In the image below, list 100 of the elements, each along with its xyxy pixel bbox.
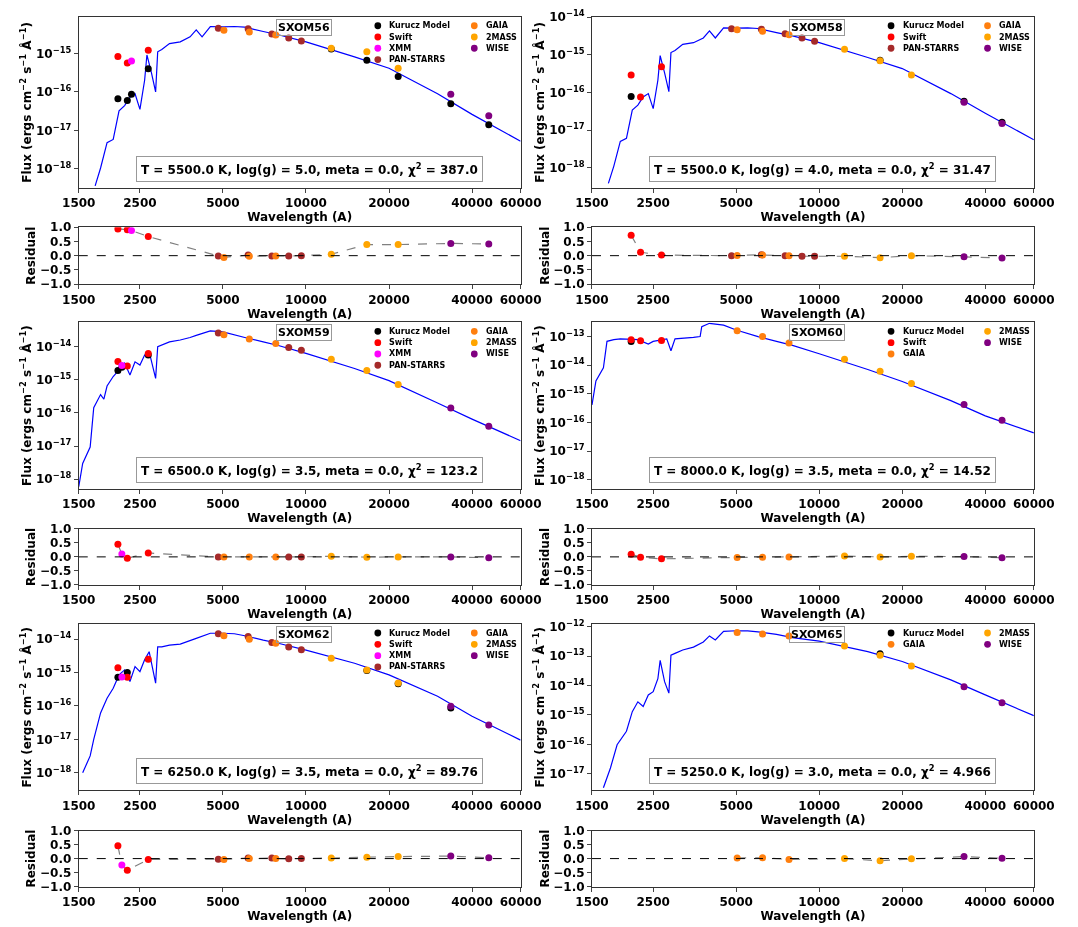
y-tick-label: −1.0 (40, 277, 72, 292)
y-tick-label: 10$^{−16}$ (35, 697, 72, 714)
x-tick-label: 2500 (123, 292, 157, 307)
x-tick-label: 10000 (285, 292, 327, 307)
x-axis-title: Wavelength (A) (760, 306, 866, 321)
legend-label: Kurucz Model (389, 327, 451, 336)
y-tick-label: 10$^{−14}$ (35, 630, 72, 647)
x-tick-label: 60000 (499, 593, 542, 608)
x-axis-title: Wavelength (A) (247, 210, 353, 225)
x-tick-label: 1500 (575, 196, 609, 211)
y-axis-title: Residual (24, 829, 39, 888)
x-tick-label: 1500 (575, 593, 609, 608)
legend-label: PAN-STARRS (389, 662, 446, 671)
x-tick-label: 60000 (1012, 196, 1055, 211)
x-tick-label: 5000 (206, 798, 240, 813)
annotation: SXOM65 (791, 628, 843, 641)
x-tick-label: 1500 (575, 292, 609, 307)
legend-label: WISE (999, 44, 1023, 53)
x-tick-label: 60000 (1012, 798, 1055, 813)
legend-label: Swift (903, 33, 927, 42)
legend-label: GAIA (486, 327, 509, 336)
annotation: T = 6250.0 K, log(g) = 3.5, meta = 0.0, χ$^{2}$ = 89.76 (141, 763, 478, 780)
y-tick-label: 0.5 (563, 837, 585, 852)
y-tick-label: 1.0 (50, 522, 72, 537)
legend-label: WISE (999, 338, 1023, 347)
x-tick-label: 2500 (636, 894, 670, 909)
x-tick-label: 40000 (451, 292, 493, 307)
y-tick-label: 10$^{−18}$ (549, 470, 585, 487)
y-tick-label: 10$^{−16}$ (35, 83, 72, 100)
x-tick-label: 5000 (206, 196, 240, 211)
y-tick-label: 10$^{−17}$ (549, 442, 585, 459)
x-tick-label: 5000 (206, 894, 240, 909)
y-tick-label: 10$^{−14}$ (549, 356, 585, 373)
y-axis-title: Residual (537, 226, 552, 285)
x-tick-label: 10000 (798, 798, 841, 813)
legend-label: GAIA (903, 349, 926, 358)
x-tick-label: 20000 (881, 292, 924, 307)
x-tick-label: 2500 (123, 894, 157, 909)
x-axis-title: Wavelength (A) (760, 607, 866, 622)
legend-label: Swift (389, 338, 413, 347)
legend-label: Kurucz Model (903, 21, 965, 30)
y-tick-label: 10$^{−15}$ (549, 45, 585, 62)
x-tick-label: 1500 (62, 593, 96, 608)
x-tick-label: 20000 (881, 496, 924, 511)
legend-label: GAIA (999, 21, 1022, 30)
legend-label: WISE (486, 44, 510, 53)
y-tick-label: 1.0 (563, 220, 585, 235)
x-tick-label: 40000 (451, 798, 493, 813)
y-tick-label: 10$^{−16}$ (549, 413, 585, 430)
x-tick-label: 10000 (285, 894, 327, 909)
x-tick-label: 60000 (1012, 593, 1055, 608)
annotation: SXOM62 (278, 628, 330, 641)
x-tick-label: 40000 (964, 593, 1007, 608)
y-tick-label: 0.5 (50, 234, 72, 249)
y-tick-label: 10$^{−18}$ (35, 470, 72, 487)
x-tick-label: 20000 (368, 593, 410, 608)
y-tick-label: 10$^{−14}$ (549, 8, 585, 25)
x-tick-label: 10000 (285, 593, 327, 608)
x-tick-label: 5000 (719, 894, 753, 909)
x-tick-label: 20000 (368, 292, 410, 307)
y-tick-label: 10$^{−18}$ (35, 159, 72, 177)
y-tick-label: 0.0 (563, 550, 585, 565)
x-tick-label: 60000 (499, 196, 542, 211)
y-tick-label: −1.0 (40, 879, 72, 894)
x-tick-label: 1500 (62, 798, 96, 813)
y-axis-title: Residual (537, 829, 552, 888)
annotation: T = 8000.0 K, log(g) = 3.5, meta = 0.0, χ$^{2}$ = 14.52 (654, 462, 991, 479)
x-tick-label: 5000 (206, 292, 240, 307)
y-tick-label: 10$^{−17}$ (549, 121, 585, 138)
y-axis-title: Residual (537, 527, 552, 586)
y-tick-label: 10$^{−15}$ (549, 384, 585, 402)
y-tick-label: 1.0 (50, 823, 72, 838)
y-tick-label: 10$^{−13}$ (549, 327, 585, 344)
y-tick-label: 0.0 (50, 248, 72, 263)
x-tick-label: 20000 (368, 196, 410, 211)
x-tick-label: 60000 (499, 292, 542, 307)
x-tick-label: 5000 (719, 292, 753, 307)
x-axis-title: Wavelength (A) (247, 812, 353, 827)
y-tick-label: −1.0 (553, 578, 585, 593)
x-tick-label: 1500 (575, 894, 609, 909)
x-tick-label: 5000 (206, 496, 240, 511)
y-tick-label: −0.5 (553, 564, 585, 579)
y-tick-label: 1.0 (563, 823, 585, 838)
x-tick-label: 10000 (798, 196, 841, 211)
x-axis-title: Wavelength (A) (760, 510, 866, 525)
y-tick-label: 0.5 (563, 536, 585, 551)
x-tick-label: 2500 (636, 292, 670, 307)
x-axis-title: Wavelength (A) (247, 607, 353, 622)
y-tick-label: 10$^{−15}$ (35, 371, 72, 388)
y-tick-label: 10$^{−15}$ (549, 706, 585, 723)
x-tick-label: 5000 (719, 798, 753, 813)
x-tick-label: 60000 (499, 894, 542, 909)
legend-label: XMM (389, 651, 412, 660)
y-tick-label: 10$^{−18}$ (549, 158, 585, 175)
x-tick-label: 40000 (451, 496, 493, 511)
x-tick-label: 2500 (123, 496, 157, 511)
y-tick-label: 10$^{−18}$ (35, 763, 72, 781)
x-tick-label: 20000 (368, 496, 410, 511)
x-tick-label: 2500 (123, 593, 157, 608)
y-tick-label: 10$^{−17}$ (35, 730, 72, 747)
